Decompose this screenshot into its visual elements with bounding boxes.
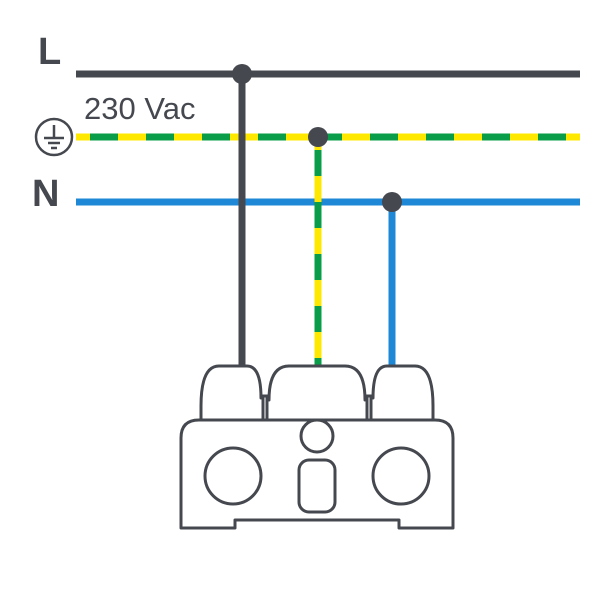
node-L — [232, 64, 252, 84]
node-PE — [308, 127, 328, 147]
label-N: N — [32, 173, 59, 215]
node-N — [382, 192, 402, 212]
label-L: L — [38, 31, 61, 73]
socket-icon — [181, 366, 453, 528]
label-voltage: 230 Vac — [84, 91, 195, 126]
wiring-diagram: L 230 Vac N — [0, 0, 600, 600]
